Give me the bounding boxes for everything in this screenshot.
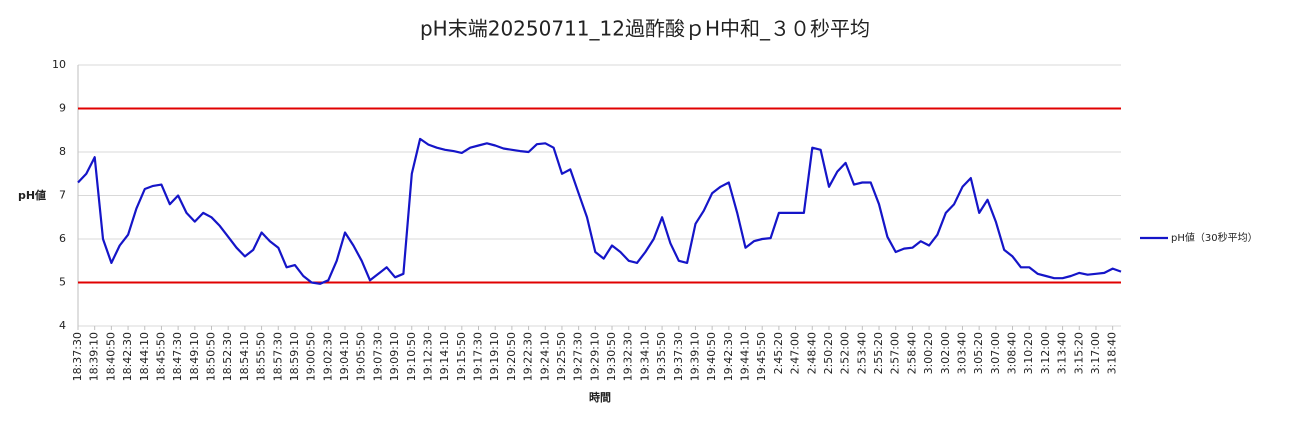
x-tick-label: 19:44:10 xyxy=(739,332,752,381)
y-tick-label: 5 xyxy=(59,276,66,289)
x-tick-label: 19:42:30 xyxy=(722,332,735,381)
x-tick-label: 19:24:10 xyxy=(538,332,551,381)
x-tick-label: 2:47:00 xyxy=(789,332,802,374)
x-tick-label: 3:07:00 xyxy=(989,332,1002,374)
x-tick-label: 18:59:10 xyxy=(288,332,301,381)
x-tick-label: 18:40:50 xyxy=(104,332,117,381)
y-axis-title: pH値 xyxy=(18,188,46,202)
x-tick-label: 19:34:10 xyxy=(638,332,651,381)
x-tick-label: 19:09:10 xyxy=(388,332,401,381)
x-tick-label: 2:48:40 xyxy=(805,332,818,374)
x-tick-label: 3:12:00 xyxy=(1039,332,1052,374)
x-tick-label: 2:55:20 xyxy=(872,332,885,374)
x-tick-label: 18:49:10 xyxy=(188,332,201,381)
x-tick-label: 19:00:50 xyxy=(305,332,318,381)
x-tick-label: 19:14:10 xyxy=(438,332,451,381)
x-tick-label: 3:02:00 xyxy=(939,332,952,374)
x-axis-title: 時間 xyxy=(589,390,611,404)
x-tick-label: 19:10:50 xyxy=(405,332,418,381)
x-tick-label: 19:25:50 xyxy=(555,332,568,381)
x-tick-label: 19:05:50 xyxy=(355,332,368,381)
x-tick-label: 19:27:30 xyxy=(572,332,585,381)
x-tick-label: 18:44:10 xyxy=(138,332,151,381)
x-tick-label: 18:47:30 xyxy=(171,332,184,381)
x-tick-label: 18:45:50 xyxy=(154,332,167,381)
x-tick-label: 19:32:30 xyxy=(622,332,635,381)
y-tick-label: 8 xyxy=(59,145,66,158)
series-line xyxy=(77,137,1122,285)
x-tick-label: 18:52:30 xyxy=(221,332,234,381)
x-tick-label: 3:00:20 xyxy=(922,332,935,374)
x-tick-label: 3:05:20 xyxy=(972,332,985,374)
x-tick-label: 18:54:10 xyxy=(238,332,251,381)
x-tick-label: 19:45:50 xyxy=(755,332,768,381)
x-tick-label: 2:58:40 xyxy=(905,332,918,374)
x-tick-label: 19:40:50 xyxy=(705,332,718,381)
x-tick-label: 18:50:50 xyxy=(205,332,218,381)
x-tick-label: 18:39:10 xyxy=(88,332,101,381)
x-tick-label: 19:19:10 xyxy=(488,332,501,381)
x-tick-label: 18:55:50 xyxy=(255,332,268,381)
x-tick-label: 19:02:30 xyxy=(321,332,334,381)
x-tick-label: 19:04:10 xyxy=(338,332,351,381)
x-tick-label: 2:52:00 xyxy=(839,332,852,374)
x-tick-label: 3:18:40 xyxy=(1106,332,1119,374)
x-tick-label: 2:45:20 xyxy=(772,332,785,374)
x-tick-label: 18:42:30 xyxy=(121,332,134,381)
y-tick-label: 7 xyxy=(59,189,66,202)
x-tick-label: 3:13:40 xyxy=(1056,332,1069,374)
x-tick-label: 2:53:40 xyxy=(855,332,868,374)
x-tick-label: 19:15:50 xyxy=(455,332,468,381)
x-tick-label: 3:17:00 xyxy=(1089,332,1102,374)
x-tick-label: 19:12:30 xyxy=(421,332,434,381)
x-tick-label: 19:35:50 xyxy=(655,332,668,381)
y-tick-label: 6 xyxy=(59,232,66,245)
x-tick-label: 19:17:30 xyxy=(472,332,485,381)
x-tick-label: 19:30:50 xyxy=(605,332,618,381)
x-tick-label: 19:37:30 xyxy=(672,332,685,381)
y-tick-label: 9 xyxy=(59,102,66,115)
x-tick-label: 3:03:40 xyxy=(955,332,968,374)
x-tick-label: 3:10:20 xyxy=(1022,332,1035,374)
y-tick-label: 4 xyxy=(59,319,66,332)
x-tick-label: 19:20:50 xyxy=(505,332,518,381)
x-tick-label: 2:50:20 xyxy=(822,332,835,374)
x-tick-label: 19:07:30 xyxy=(371,332,384,381)
x-tick-label: 18:37:30 xyxy=(71,332,84,381)
x-tick-label: 18:57:30 xyxy=(271,332,284,381)
x-tick-label: 19:22:30 xyxy=(522,332,535,381)
x-tick-label: 3:15:20 xyxy=(1072,332,1085,374)
chart-title: pH末端20250711_12過酢酸ｐH中和_３０秒平均 xyxy=(420,17,870,41)
x-tick-label: 2:57:00 xyxy=(889,332,902,374)
x-tick-label: 19:29:10 xyxy=(588,332,601,381)
x-tick-label: 3:08:40 xyxy=(1006,332,1019,374)
x-tick-label: 19:39:10 xyxy=(688,332,701,381)
legend-label: pH値（30秒平均） xyxy=(1171,231,1258,244)
y-tick-label: 10 xyxy=(52,58,66,71)
